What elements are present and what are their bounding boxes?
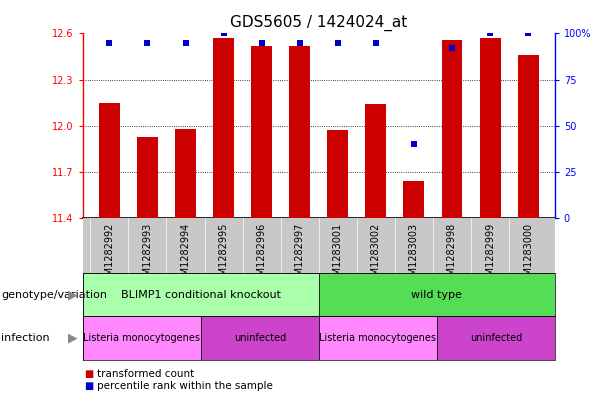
Text: GSM1282999: GSM1282999 — [485, 222, 495, 288]
Text: uninfected: uninfected — [470, 333, 522, 343]
Bar — [83, 316, 201, 360]
Text: GSM1283003: GSM1283003 — [409, 222, 419, 288]
Text: uninfected: uninfected — [234, 333, 286, 343]
Bar — [319, 273, 555, 316]
Text: ■: ■ — [85, 381, 94, 391]
Text: GSM1283001: GSM1283001 — [333, 222, 343, 288]
Text: GSM1283000: GSM1283000 — [523, 222, 533, 288]
Text: Listeria monocytogenes: Listeria monocytogenes — [319, 333, 436, 343]
Bar — [83, 273, 319, 316]
Text: GSM1282993: GSM1282993 — [142, 222, 153, 288]
Bar — [441, 40, 462, 218]
Text: GSM1282997: GSM1282997 — [295, 222, 305, 288]
Text: Listeria monocytogenes: Listeria monocytogenes — [83, 333, 200, 343]
Bar — [436, 316, 555, 360]
Bar — [319, 316, 436, 360]
Text: wild type: wild type — [411, 290, 462, 300]
Text: BLIMP1 conditional knockout: BLIMP1 conditional knockout — [121, 290, 281, 300]
Bar — [365, 104, 386, 218]
Text: GSM1282995: GSM1282995 — [219, 222, 229, 288]
Bar — [201, 316, 319, 360]
Text: GSM1283002: GSM1283002 — [371, 222, 381, 288]
Bar — [99, 103, 120, 218]
Text: percentile rank within the sample: percentile rank within the sample — [97, 381, 273, 391]
Bar — [137, 136, 158, 218]
Bar — [289, 46, 310, 218]
Text: infection: infection — [1, 333, 50, 343]
Text: transformed count: transformed count — [97, 369, 194, 379]
Bar — [251, 46, 272, 218]
Text: GSM1282996: GSM1282996 — [257, 222, 267, 288]
Bar — [517, 55, 539, 218]
Text: GSM1282998: GSM1282998 — [447, 222, 457, 288]
Text: ▶: ▶ — [67, 331, 77, 345]
Text: GSM1282992: GSM1282992 — [104, 222, 115, 288]
Text: GSM1282994: GSM1282994 — [181, 222, 191, 288]
Bar — [175, 129, 196, 218]
Bar — [213, 38, 234, 218]
Bar — [479, 38, 501, 218]
Text: genotype/variation: genotype/variation — [1, 290, 107, 300]
Text: ■: ■ — [85, 369, 94, 379]
Text: ▶: ▶ — [67, 288, 77, 301]
Title: GDS5605 / 1424024_at: GDS5605 / 1424024_at — [230, 15, 408, 31]
Bar — [327, 130, 348, 218]
Bar — [403, 181, 424, 218]
